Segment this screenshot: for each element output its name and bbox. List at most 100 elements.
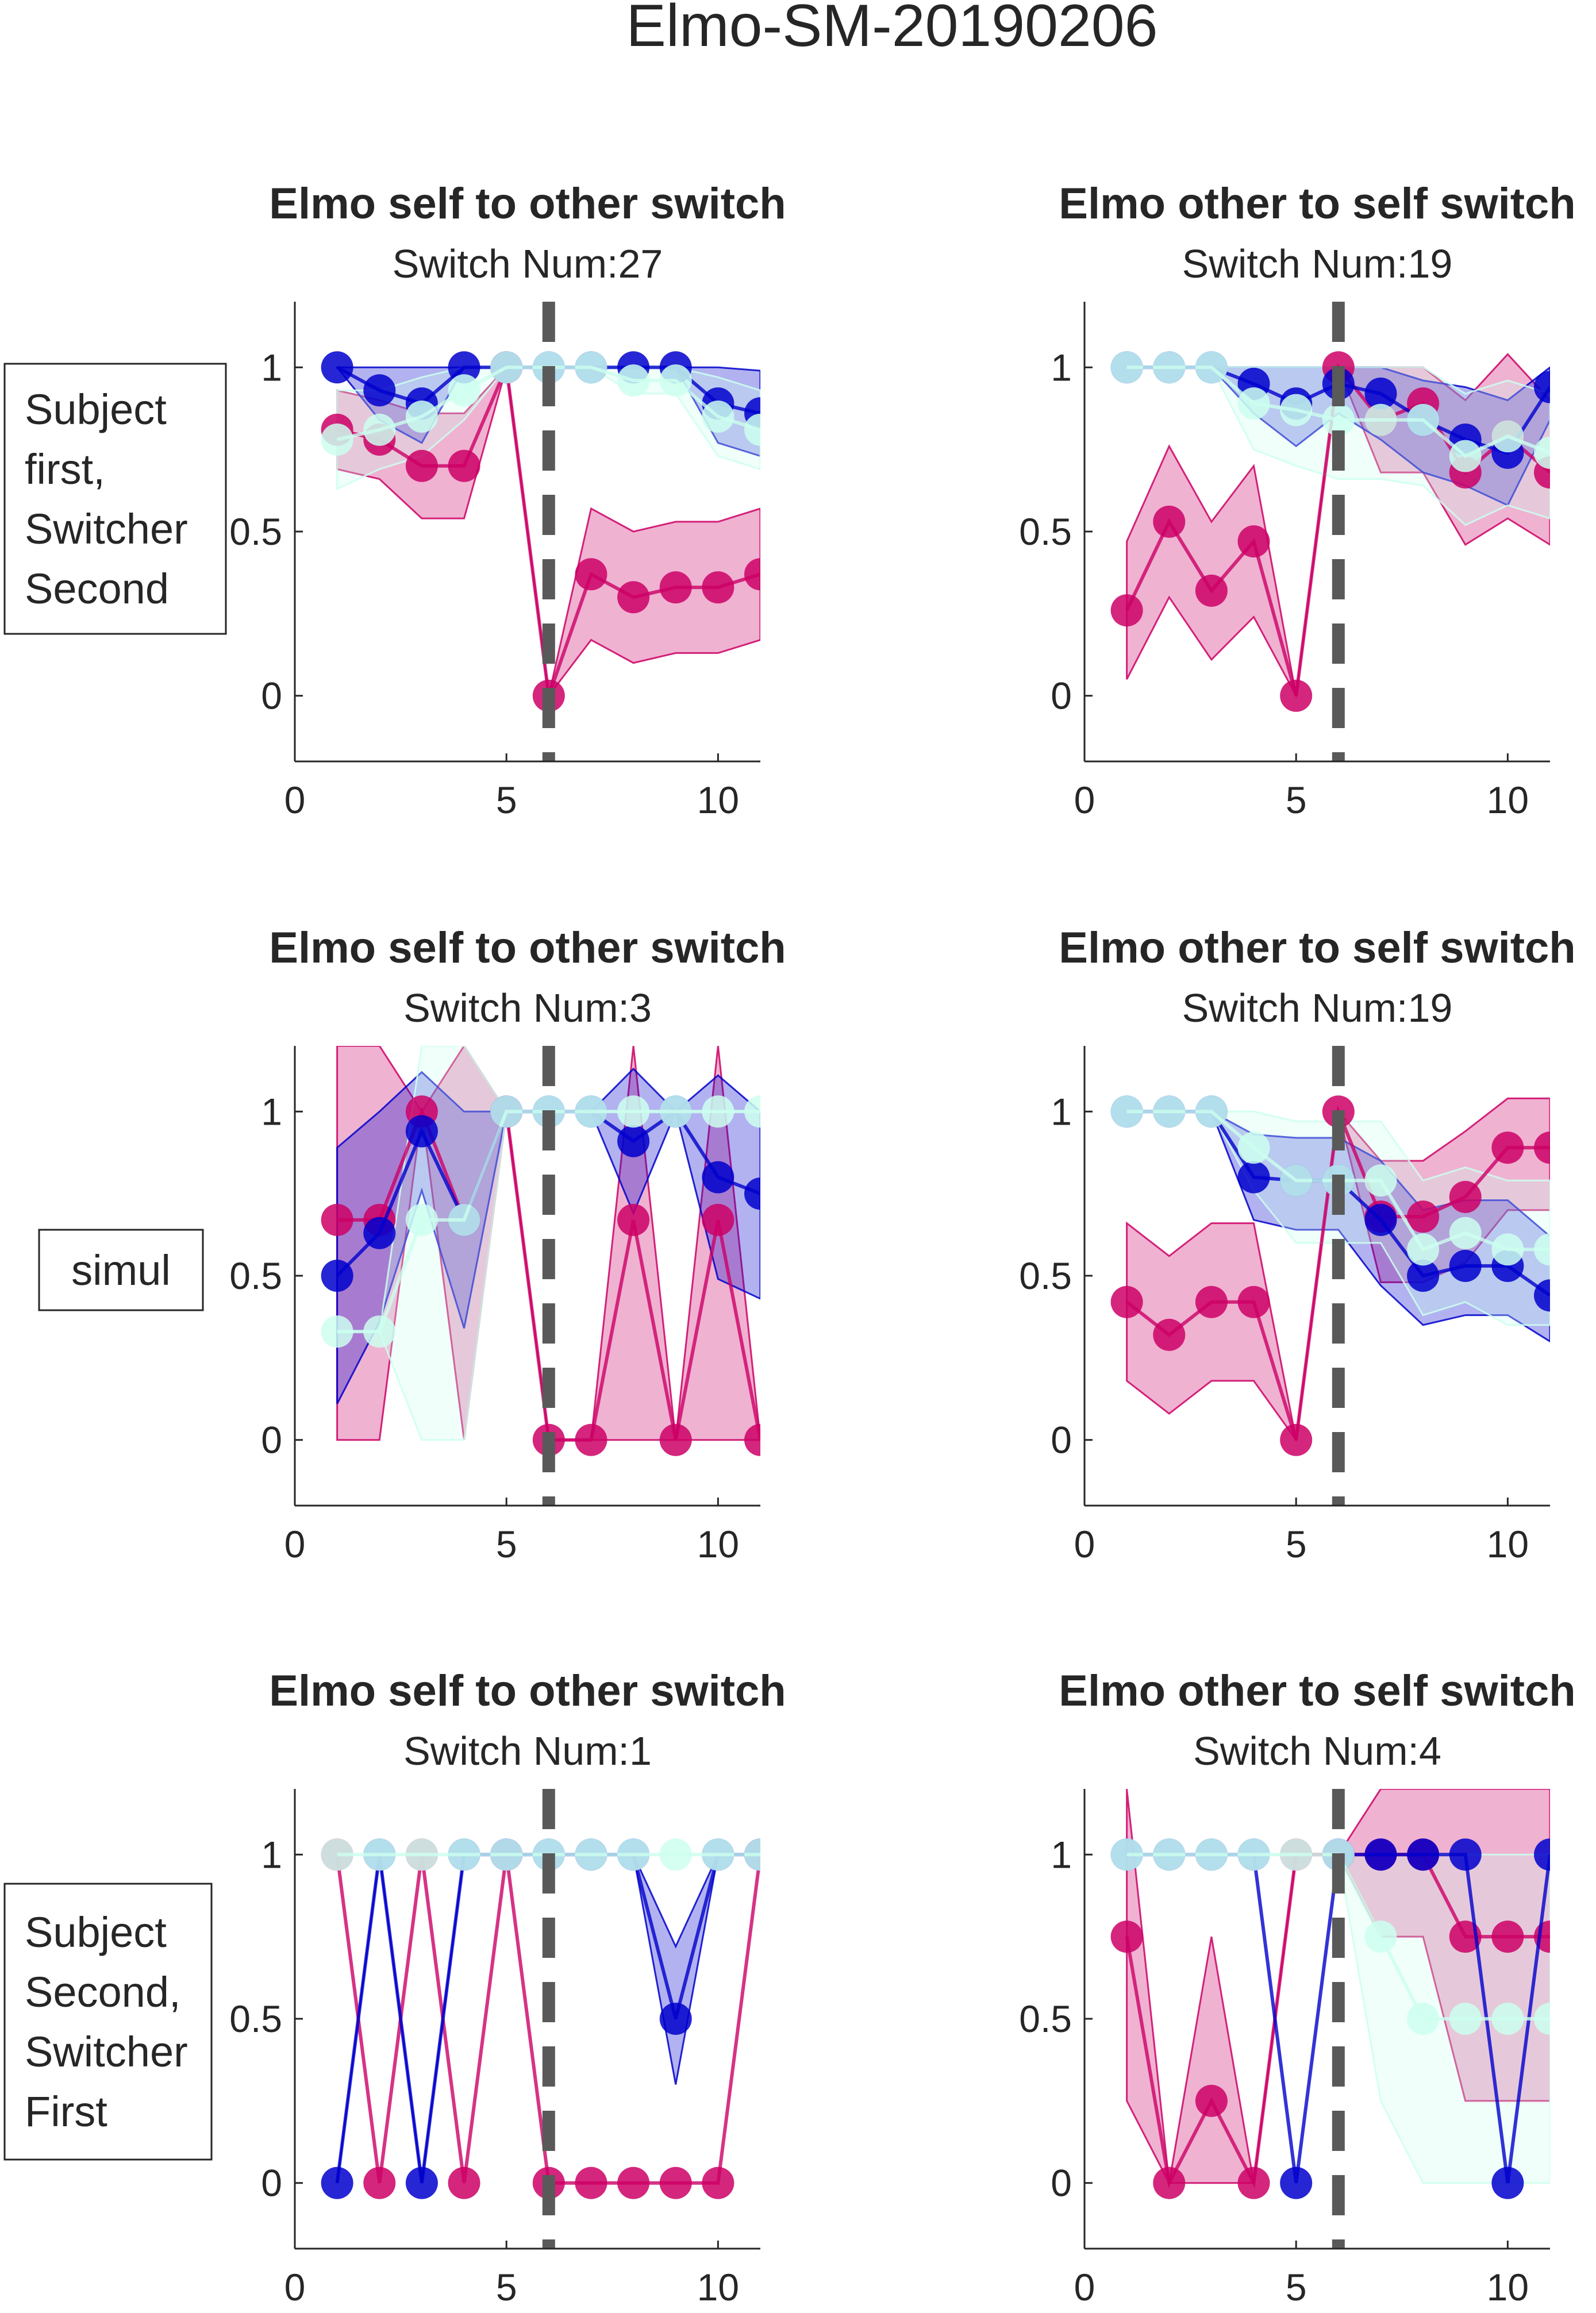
x-tick-label: 10 [697,2266,739,2308]
y-tick-label: 1 [1051,1090,1072,1133]
point-mint [1534,1233,1550,1266]
point-blue [321,1260,353,1292]
point-mint [1153,1095,1186,1128]
point-mint [1407,1233,1440,1266]
point-mint [702,401,734,433]
point-magenta [1449,1180,1482,1213]
point-magenta [744,1423,760,1456]
point-mint [1534,436,1550,469]
point-magenta [659,1423,692,1456]
point-mint [1237,1132,1270,1164]
panel-title: Elmo self to other switch [269,179,786,228]
point-mint [490,351,523,384]
y-tick-label: 0 [261,675,282,717]
point-magenta [448,2166,480,2199]
panels: Elmo self to other switch Switch Num:27 0 5… [229,179,1575,2308]
point-blue [617,1125,650,1157]
point-mint [1407,403,1440,436]
y-tick-label: 0 [261,2162,282,2204]
row-label-1: Subject first, Switcher Second [3,363,227,635]
point-mint [1195,351,1228,384]
point-mint [744,1095,760,1128]
point-mint [1407,2003,1440,2035]
point-mint [448,1838,480,1871]
point-blue [659,2003,692,2035]
point-magenta [702,1203,734,1236]
point-mint [1153,1838,1186,1871]
point-magenta [702,571,734,604]
y-tick-label: 0 [1051,1419,1072,1461]
row-label-line: Second, [25,1968,181,2016]
point-mint [1110,351,1143,384]
point-mint [490,1838,523,1871]
point-mint [744,1838,760,1871]
point-magenta [1491,1132,1524,1164]
plot-area [1110,351,1550,712]
point-magenta [744,558,760,591]
point-mint [617,1838,650,1871]
plot-area [1110,1095,1550,1456]
panel-title: Elmo other to self switch [1059,1667,1575,1715]
x-tick-label: 10 [697,1523,739,1565]
x-tick-label: 10 [1487,1523,1529,1565]
panel-subtitle: Switch Num:19 [1182,986,1453,1030]
y-tick-label: 0.5 [1019,1254,1072,1297]
point-mint [321,424,353,456]
x-tick-label: 10 [1487,2266,1529,2308]
point-magenta [1153,505,1186,538]
point-magenta [1195,1286,1228,1318]
point-mint [1491,2003,1524,2035]
row-label-box [3,1883,213,2161]
point-mint [659,364,692,397]
panel-title: Elmo other to self switch [1059,923,1575,972]
point-mint [1153,351,1186,384]
x-tick-label: 5 [1286,1523,1307,1565]
point-mint [1280,1164,1313,1197]
point-magenta [702,2166,734,2199]
point-magenta [575,1423,607,1456]
point-magenta [1195,574,1228,607]
point-blue [1364,1838,1397,1871]
y-tick-label: 0.5 [1019,510,1072,553]
point-blue [1407,1260,1440,1292]
point-mint [1110,1095,1143,1128]
point-magenta [363,2166,396,2199]
point-blue [1534,371,1550,403]
panel-title: Elmo self to other switch [269,1667,786,1715]
x-tick-label: 0 [284,2266,306,2308]
row-label-line: Subject [25,1908,167,1956]
y-tick-label: 1 [261,1833,282,1876]
row-label-3: Subject Second, Switcher First [3,1883,213,2161]
row-label-line: Switcher [25,505,188,553]
row-label-2: simul [38,1229,204,1311]
point-blue [448,351,480,384]
point-mint [1491,420,1524,453]
panel-1: Elmo self to other switch Switch Num:27 0 5… [229,179,786,821]
point-magenta [659,2166,692,2199]
point-magenta [321,1203,353,1236]
point-mint [1534,2003,1550,2035]
point-mint [1449,1217,1482,1249]
panel-subtitle: Switch Num:4 [1193,1729,1441,1773]
point-magenta [405,449,438,482]
point-magenta [617,2166,650,2199]
panel-title: Elmo other to self switch [1059,179,1575,228]
row-label-line: First [25,2088,107,2135]
point-magenta [1110,1286,1143,1318]
band-magenta [1126,1097,1550,1442]
y-tick-label: 1 [261,1090,282,1133]
point-blue [702,1161,734,1194]
point-mint [1449,2003,1482,2035]
point-blue [1534,1838,1550,1871]
x-tick-label: 0 [1074,1523,1095,1565]
point-magenta [1280,679,1313,712]
point-magenta [1110,594,1143,627]
figure-title: Elmo-SM-20190206 [626,0,1158,59]
plot-area [321,351,760,712]
point-magenta [1237,1286,1270,1318]
point-blue [1364,1203,1397,1236]
panel-5: Elmo self to other switch Switch Num:1 0 5 1… [229,1667,786,2308]
y-tick-label: 0.5 [229,1254,282,1297]
panel-subtitle: Switch Num:27 [393,241,663,286]
point-blue [1280,2166,1313,2199]
